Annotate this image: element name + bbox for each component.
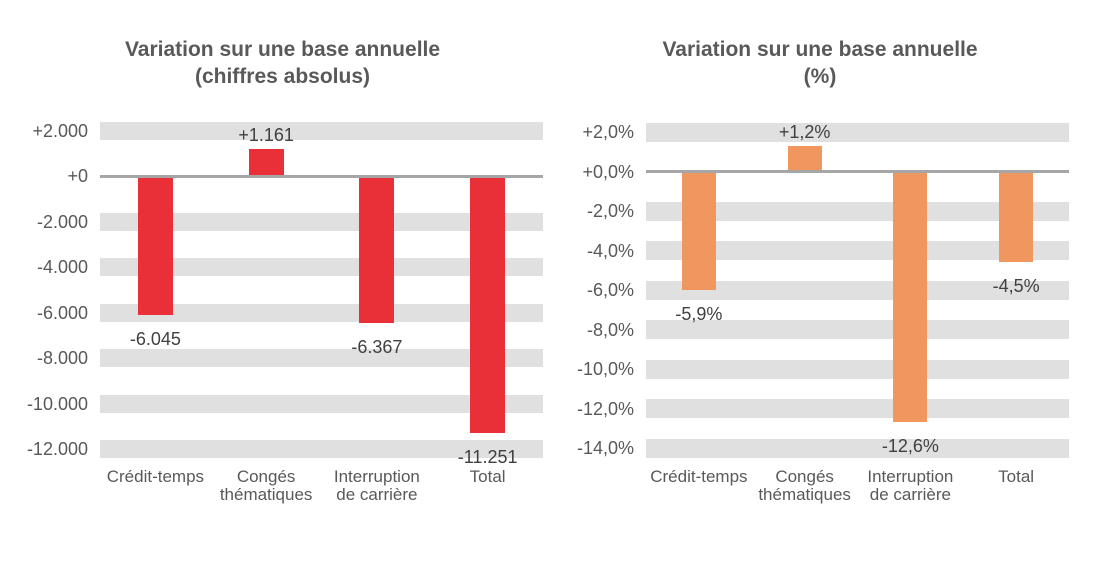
bar-1 [137, 177, 173, 316]
grid-band [646, 201, 1069, 221]
x-category-label: Total [963, 468, 1069, 486]
bar-value-label: -6.367 [351, 336, 403, 357]
bar-3 [893, 173, 928, 422]
x-category-label: Interruption de carrière [858, 468, 964, 504]
y-tick-label: -2,0% [586, 201, 634, 221]
y-tick-label: +0 [67, 166, 88, 187]
x-category-label-line: thématiques [758, 485, 851, 504]
grid-band [100, 258, 543, 277]
bar-4 [999, 173, 1034, 262]
x-category-label-line: thématiques [219, 485, 313, 504]
y-tick-label: -2.000 [36, 211, 88, 232]
x-category-label-line: de carrière [336, 485, 418, 504]
chart-title-line1: Variation sur une base annuelle [662, 38, 978, 61]
y-tick-label: -10.000 [26, 393, 88, 414]
grid-band [646, 122, 1069, 142]
chart-title-line1: Variation sur une base annuelle [124, 38, 441, 61]
y-tick-label: +2,0% [582, 122, 634, 142]
grid-band [100, 303, 543, 322]
y-tick-label: +2.000 [32, 121, 88, 141]
bar-value-label: +1.161 [238, 124, 294, 145]
grid-band [646, 359, 1069, 379]
x-category-label: Congés thématiques [211, 468, 322, 504]
grid-band [100, 349, 543, 368]
y-tick-label: -4.000 [36, 257, 88, 278]
grid-band [100, 394, 543, 413]
bar-3 [359, 177, 395, 323]
chart-title-line2: (%) [803, 65, 837, 88]
x-category-label-line: Congés [775, 467, 834, 486]
chart-title: Variation sur une base annuelle (chiffre… [20, 28, 545, 90]
y-tick-label: -14,0% [576, 438, 634, 458]
x-category-label: Congés thématiques [752, 468, 858, 504]
y-tick-label: -8,0% [586, 319, 634, 340]
x-category-label-line: Total [469, 467, 506, 486]
bar-value-label: -4,5% [992, 275, 1040, 296]
bar-value-label: -11.251 [457, 447, 518, 468]
x-category-label-line: Congés [236, 467, 296, 486]
x-category-label-line: Total [998, 467, 1035, 486]
bar-value-label: -6.045 [129, 329, 181, 350]
bar-2 [248, 148, 284, 175]
x-category-label-line: Crédit-temps [106, 467, 205, 486]
y-tick-label: -6.000 [36, 302, 88, 323]
x-category-label-line: Interruption [867, 467, 954, 486]
grid-band [100, 440, 543, 458]
bar-1 [681, 173, 716, 290]
x-category-label-line: Interruption [333, 467, 420, 486]
chart-title-line2: (chiffres absolus) [194, 65, 371, 88]
grid-band [646, 280, 1069, 300]
y-tick-label: -12.000 [26, 439, 88, 459]
plot-area: -6.045 +1.161 -6.367 -11.251 [100, 120, 543, 467]
y-tick-label: -8.000 [36, 348, 88, 369]
y-tick-label: -12,0% [576, 398, 634, 419]
grid-band [646, 399, 1069, 418]
chart-absolute-values: Variation sur une base annuelle (chiffre… [20, 28, 545, 508]
y-tick-label: -4,0% [586, 240, 634, 261]
bar-value-label: -12,6% [881, 435, 939, 456]
bar-value-label: -5,9% [675, 303, 723, 324]
zero-axis-line [646, 170, 1069, 173]
y-tick-label: -10,0% [576, 359, 634, 379]
y-tick-label: +0,0% [582, 161, 634, 182]
x-category-label: Total [432, 468, 543, 486]
grid-band [646, 438, 1069, 458]
grid-band [100, 122, 543, 140]
x-category-label-line: Crédit-temps [650, 467, 748, 486]
grid-band [646, 320, 1069, 339]
x-category-label-line: de carrière [869, 485, 951, 504]
bar-value-label: +1,2% [778, 122, 831, 143]
zero-axis-line [100, 174, 543, 178]
x-category-label: Crédit-temps [646, 468, 752, 486]
x-category-label: Interruption de carrière [322, 468, 433, 504]
bar-2 [787, 146, 822, 170]
plot-area: -5,9% +1,2% -12,6% -4,5% [646, 120, 1069, 460]
bar-4 [470, 177, 506, 434]
grid-band [646, 241, 1069, 260]
x-category-label: Crédit-temps [100, 468, 211, 486]
grid-band [100, 212, 543, 231]
chart-percent-values: Variation sur une base annuelle (%) -5,9… [557, 28, 1083, 508]
chart-title: Variation sur une base annuelle (%) [557, 28, 1083, 90]
y-tick-label: -6,0% [586, 280, 634, 300]
